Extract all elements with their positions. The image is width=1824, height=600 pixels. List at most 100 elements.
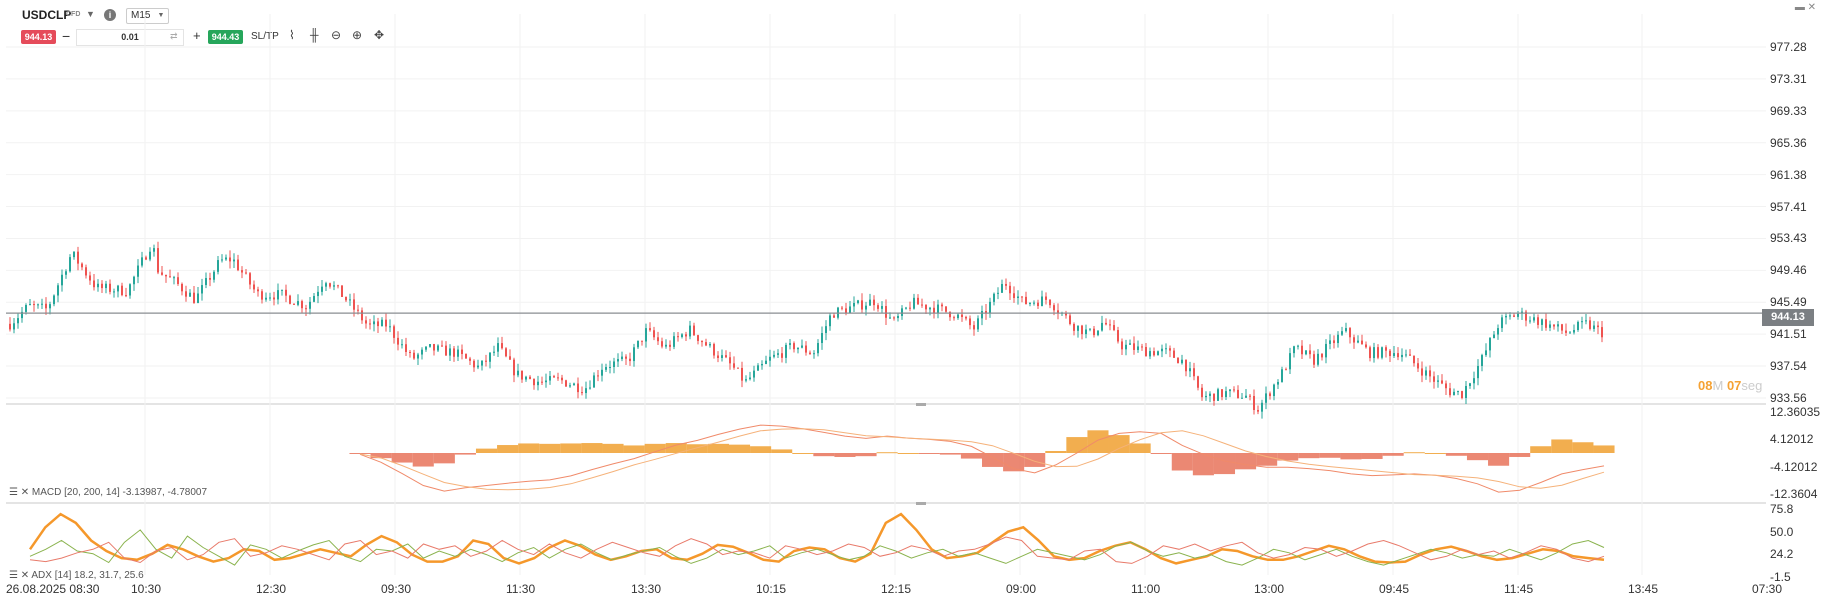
candle-body (597, 375, 599, 377)
crosshair-icon[interactable]: ✥ (374, 28, 385, 42)
candle-body (173, 277, 175, 279)
candle-body (677, 336, 679, 338)
candle-body (1493, 334, 1495, 339)
zoom-in-icon[interactable]: ⊕ (352, 28, 363, 42)
candle-body (557, 377, 559, 379)
indicator-menu-icon[interactable]: ☰ (9, 487, 18, 498)
candle-body (293, 303, 295, 305)
window-controls[interactable]: ▬ ✕ (1795, 2, 1816, 13)
candle-body (109, 283, 111, 292)
candle-body (693, 325, 695, 336)
macd-histogram-bar (1045, 451, 1067, 453)
candle-body (121, 285, 123, 296)
macd-histogram-bar (1066, 437, 1088, 453)
remove-indicator-icon[interactable]: ✕ (20, 570, 30, 581)
candle-body (1153, 351, 1155, 356)
x-tick-label: 09:00 (1006, 582, 1037, 596)
candle-body (277, 290, 279, 300)
candle-body (1505, 315, 1507, 318)
candle-body (253, 284, 255, 290)
quantity-input[interactable]: 0.01 (76, 29, 184, 46)
candle-body (1329, 340, 1331, 344)
increase-quantity-button[interactable]: + (193, 28, 201, 43)
y-tick-label: 75.8 (1770, 502, 1794, 516)
timeframe-select[interactable]: M15 ▼ (126, 8, 170, 24)
sell-price-button[interactable]: 944.13 (21, 30, 56, 44)
macd-histogram-bar (1256, 452, 1278, 466)
symbol-dropdown-icon[interactable]: ▼ (86, 9, 95, 19)
candle-body (1017, 296, 1019, 299)
remove-indicator-icon[interactable]: ✕ (20, 487, 30, 498)
macd-legend[interactable]: ☰ ✕ MACD [20, 200, 14] -3.13987, -4.7800… (9, 487, 207, 498)
candles-icon[interactable]: ╫ (310, 28, 319, 42)
candle-body (1553, 324, 1555, 327)
maximize-icon[interactable]: ▬ (1794, 2, 1805, 13)
candle-body (1429, 370, 1431, 377)
candle-body (1361, 340, 1363, 345)
candle-body (777, 353, 779, 355)
candle-body (657, 337, 659, 342)
candle-body (1049, 299, 1051, 306)
candle-body (1025, 296, 1027, 305)
candle-body (133, 276, 135, 285)
candle-body (961, 314, 963, 317)
macd-histogram-bar (1572, 442, 1594, 453)
candle-body (965, 316, 967, 319)
candle-body (1369, 347, 1371, 359)
candle-body (1241, 397, 1243, 399)
candle-body (1321, 353, 1323, 358)
swap-icon[interactable]: ⇄ (170, 31, 178, 41)
zoom-out-icon[interactable]: ⊖ (331, 28, 342, 42)
indicator-menu-icon[interactable]: ☰ (9, 570, 18, 581)
candle-body (9, 323, 11, 330)
candle-body (1569, 332, 1571, 334)
candle-body (997, 292, 999, 294)
candle-body (1465, 385, 1467, 398)
macd-histogram-bar (918, 452, 940, 454)
info-icon[interactable]: i (104, 9, 116, 21)
candle-body (1393, 353, 1395, 357)
candle-body (941, 304, 943, 307)
candle-body (281, 289, 283, 291)
candle-body (765, 360, 767, 364)
candle-body (117, 285, 119, 292)
candle-body (1081, 325, 1083, 335)
candle-body (989, 301, 991, 314)
candle-body (1045, 296, 1047, 300)
candle-body (477, 365, 479, 368)
buy-price-button[interactable]: 944.43 (208, 30, 243, 44)
macd-histogram-bar (665, 443, 687, 453)
x-tick-label: 09:30 (381, 582, 412, 596)
y-tick-label: 50.0 (1770, 524, 1794, 539)
macd-histogram-bar (1298, 452, 1320, 459)
symbol-label[interactable]: USDCLP (22, 8, 72, 22)
candle-body (869, 299, 871, 306)
candle-body (321, 286, 323, 292)
line-chart-icon[interactable]: ⌇ (289, 28, 295, 42)
y-tick-label: 969.33 (1770, 103, 1807, 118)
sltp-button[interactable]: SL/TP (251, 31, 279, 42)
candle-body (1485, 350, 1487, 356)
adx-legend[interactable]: ☰ ✕ ADX [14] 18.2, 31.7, 25.6 (9, 570, 144, 581)
candle-body (1109, 324, 1111, 326)
candle-body (753, 370, 755, 378)
macd-histogram-bar (539, 443, 561, 453)
x-tick-label: 10:15 (756, 582, 787, 596)
candle-body (561, 377, 563, 381)
candle-body (1289, 353, 1291, 370)
candle-body (1337, 334, 1339, 344)
close-icon[interactable]: ✕ (1807, 2, 1816, 13)
candle-body (1041, 296, 1043, 307)
candle-body (409, 351, 411, 353)
candle-body (1601, 327, 1603, 338)
macd-histogram-bar (792, 452, 814, 454)
decrease-quantity-button[interactable]: − (62, 28, 71, 44)
candle-body (953, 317, 955, 319)
macd-histogram-bar (834, 452, 856, 457)
macd-histogram-bar (454, 452, 476, 455)
candle-body (1273, 384, 1275, 397)
candle-body (701, 340, 703, 343)
candle-body (1481, 355, 1483, 366)
candle-body (653, 330, 655, 338)
